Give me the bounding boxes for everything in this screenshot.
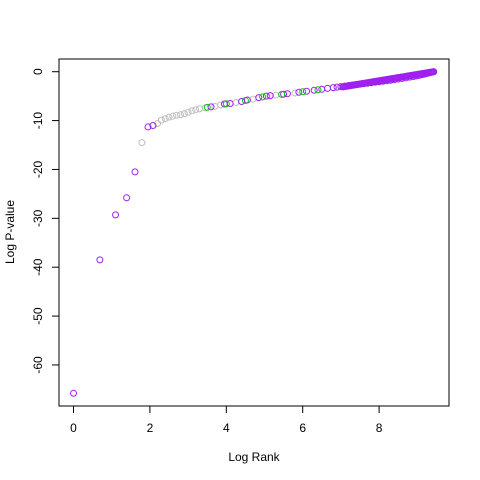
- y-tick-label: 0: [31, 68, 45, 75]
- y-tick-label: -60: [31, 356, 45, 374]
- data-point-purple: [112, 211, 120, 219]
- data-point-grey: [188, 107, 196, 115]
- y-tick-label: -10: [31, 112, 45, 130]
- data-point-purple: [123, 194, 131, 202]
- y-axis-title: Log P-value: [3, 200, 17, 264]
- data-point-grey: [154, 120, 162, 128]
- data-point-purple: [329, 84, 337, 92]
- x-axis: 0 2 4 6 8: [70, 405, 383, 435]
- data-point-grey: [192, 106, 200, 114]
- data-point-purple: [303, 87, 311, 95]
- data-point-grey: [169, 112, 177, 120]
- y-axis: 0 -10 -20 -30 -40 -50 -60: [31, 68, 60, 374]
- data-point-purple: [262, 92, 270, 100]
- y-tick-label: -40: [31, 258, 45, 276]
- x-tick-label: 4: [223, 421, 230, 435]
- data-point-purple: [131, 168, 139, 176]
- data-point-green: [222, 100, 230, 108]
- y-tick-label: -50: [31, 307, 45, 325]
- data-point-green: [278, 90, 286, 98]
- data-point-grey: [138, 139, 146, 147]
- data-point-grey: [157, 116, 165, 124]
- x-tick-label: 8: [376, 421, 383, 435]
- data-point-green: [203, 103, 211, 111]
- x-axis-title: Log Rank: [228, 450, 280, 464]
- data-point-grey: [180, 110, 188, 118]
- data-point-purple: [70, 389, 78, 397]
- data-point-purple: [266, 92, 274, 100]
- x-tick-label: 0: [70, 421, 77, 435]
- data-point-purple: [295, 88, 303, 96]
- data-point-grey: [176, 111, 184, 119]
- data-point-grey: [165, 113, 173, 121]
- data-point-grey: [291, 89, 299, 97]
- data-point-green: [314, 86, 322, 94]
- y-tick-label: -20: [31, 160, 45, 178]
- data-point-green: [299, 88, 307, 96]
- data-point-purple: [207, 103, 215, 111]
- data-point-green: [259, 93, 267, 101]
- x-tick-label: 2: [147, 421, 154, 435]
- data-point-purple: [96, 256, 104, 264]
- y-tick-label: -30: [31, 209, 45, 227]
- x-tick-label: 6: [299, 421, 306, 435]
- data-point-purple: [430, 68, 438, 76]
- data-points: [70, 68, 438, 397]
- data-point-purple: [144, 123, 152, 131]
- data-point-grey: [161, 115, 169, 123]
- data-point-purple: [255, 94, 263, 102]
- data-point-grey: [173, 111, 181, 119]
- data-point-purple: [226, 99, 234, 107]
- data-point-purple: [149, 121, 157, 129]
- data-point-purple: [310, 86, 318, 94]
- data-point-green: [241, 97, 249, 105]
- data-point-grey: [184, 108, 192, 116]
